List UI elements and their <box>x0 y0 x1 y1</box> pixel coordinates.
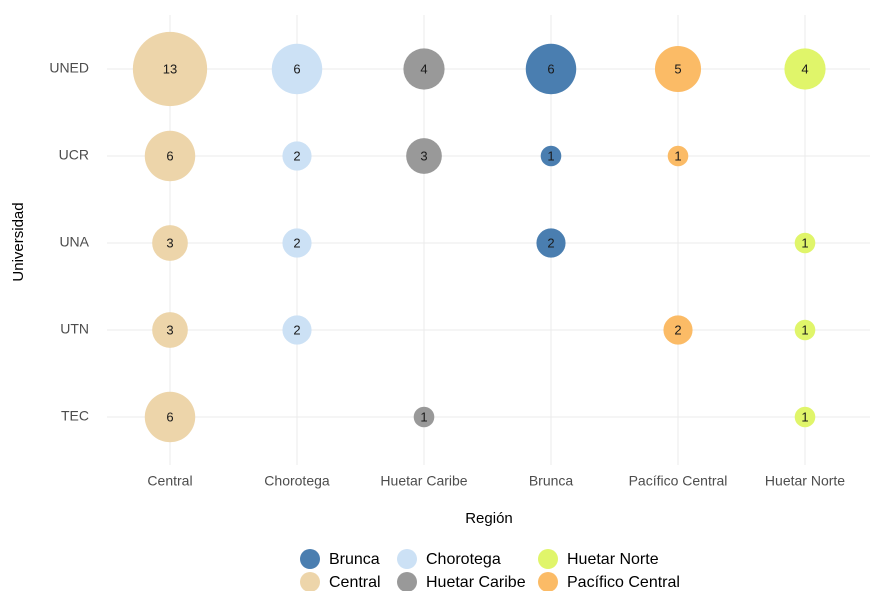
bubble <box>282 315 312 345</box>
bubble <box>152 312 188 348</box>
bubble-label: 6 <box>166 148 173 163</box>
bubble <box>282 228 312 258</box>
grid <box>107 15 870 465</box>
bubble <box>271 43 323 95</box>
bubble-label: 3 <box>420 148 427 163</box>
bubble-label: 1 <box>801 409 808 424</box>
bubble-label: 2 <box>674 322 681 337</box>
bubble <box>144 130 196 182</box>
legend-key <box>538 572 558 591</box>
bubble <box>794 319 816 341</box>
x-tick-label: Pacífico Central <box>629 473 728 489</box>
bubble-label: 3 <box>166 235 173 250</box>
bubble-label: 1 <box>674 148 681 163</box>
bubble-label: 2 <box>293 235 300 250</box>
y-tick-label: UNA <box>59 234 89 250</box>
bubble-label: 5 <box>674 61 681 76</box>
bubble <box>536 228 566 258</box>
bubble <box>794 232 816 254</box>
bubble-label: 6 <box>547 61 554 76</box>
y-axis-title: Universidad <box>10 202 27 281</box>
legend-label: Pacífico Central <box>567 574 680 591</box>
legend-key <box>538 549 558 569</box>
bubble <box>784 48 826 90</box>
bubble-label: 1 <box>801 322 808 337</box>
y-tick-label: TEC <box>61 408 89 424</box>
bubble-label: 2 <box>293 322 300 337</box>
legend-key <box>300 572 320 591</box>
x-tick-label: Chorotega <box>264 473 330 489</box>
bubble-label: 1 <box>547 148 554 163</box>
y-tick-label: UNED <box>49 60 89 76</box>
legend-label: Central <box>329 574 381 591</box>
legend-label: Huetar Norte <box>567 551 659 568</box>
bubble-label: 3 <box>166 322 173 337</box>
bubble <box>282 141 312 171</box>
bubble <box>406 138 442 174</box>
bubble <box>540 145 562 167</box>
bubble-label: 2 <box>293 148 300 163</box>
y-tick-label: UCR <box>59 147 89 163</box>
legend-label: Brunca <box>329 551 380 568</box>
bubble <box>152 225 188 261</box>
legend-key <box>300 549 320 569</box>
legend-label: Chorotega <box>426 551 501 568</box>
x-tick-label: Huetar Norte <box>765 473 845 489</box>
bubble-label: 1 <box>801 235 808 250</box>
x-axis-title: Región <box>465 510 513 527</box>
bubble <box>663 315 693 345</box>
bubble <box>667 145 689 167</box>
bubble-label: 4 <box>801 61 808 76</box>
legend-key <box>397 549 417 569</box>
bubble <box>403 48 445 90</box>
bubble-label: 13 <box>163 61 177 76</box>
legend-label: Huetar Caribe <box>426 574 526 591</box>
bubble-label: 6 <box>166 409 173 424</box>
bubble <box>525 43 577 95</box>
x-tick-label: Brunca <box>529 473 574 489</box>
bubble <box>654 45 702 93</box>
bubble-label: 2 <box>547 235 554 250</box>
x-tick-label: Huetar Caribe <box>380 473 467 489</box>
legend-key <box>397 572 417 591</box>
bubble-label: 6 <box>293 61 300 76</box>
x-tick-label: Central <box>147 473 192 489</box>
bubble <box>794 406 816 428</box>
bubble-label: 1 <box>420 409 427 424</box>
bubble-label: 4 <box>420 61 427 76</box>
bubble <box>413 406 435 428</box>
bubble <box>144 391 196 443</box>
y-tick-label: UTN <box>60 321 89 337</box>
bubble <box>132 31 208 107</box>
